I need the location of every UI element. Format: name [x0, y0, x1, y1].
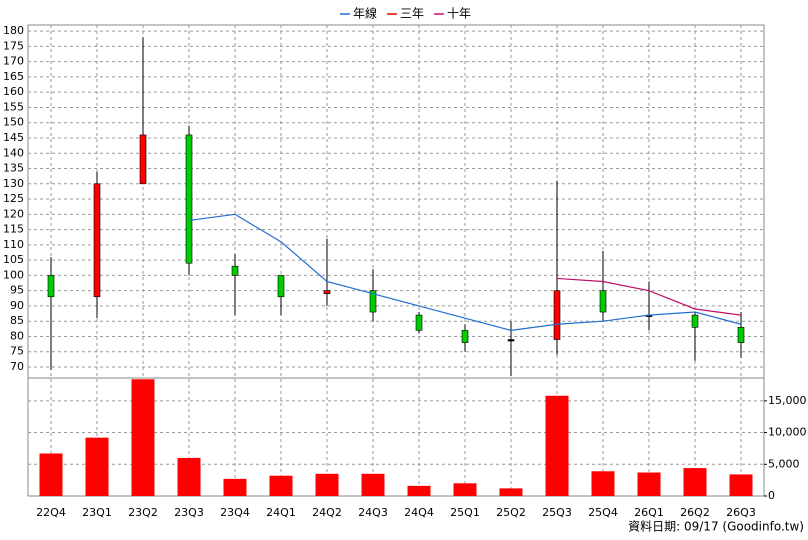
x-tick-label: 25Q4: [588, 506, 618, 519]
y-tick-label: 70: [10, 360, 24, 373]
y-tick-label: 145: [3, 131, 24, 144]
y-tick-label: 175: [3, 39, 24, 52]
volume-bar: [545, 395, 569, 496]
x-tick-label: 23Q1: [82, 506, 112, 519]
x-tick-label: 25Q3: [542, 506, 572, 519]
candle-body: [737, 327, 745, 343]
candle-body: [93, 183, 101, 298]
y-tick-label: 165: [3, 70, 24, 83]
y-tick-label: 75: [10, 345, 24, 358]
x-tick-label: 23Q4: [220, 506, 250, 519]
x-tick-label: 23Q2: [128, 506, 158, 519]
ma-line: [188, 213, 742, 331]
y-tick-label: 85: [10, 314, 24, 327]
y2-tick-label: 15,000: [768, 394, 807, 407]
y-tick-label: 140: [3, 146, 24, 159]
y2-tick-label: 0: [768, 489, 775, 502]
legend-label: 十年: [447, 7, 471, 21]
volume-bar: [683, 468, 707, 496]
y-tick-label: 180: [3, 24, 24, 37]
volume-bar: [269, 475, 293, 496]
candle-body: [323, 290, 331, 295]
y-tick-label: 100: [3, 268, 24, 281]
y-tick-label: 125: [3, 192, 24, 205]
candle-body: [507, 339, 515, 342]
volume-bar: [361, 473, 385, 496]
y-tick-label: 95: [10, 284, 24, 297]
x-tick-label: 26Q2: [680, 506, 710, 519]
x-tick-label: 25Q2: [496, 506, 526, 519]
y-tick-label: 155: [3, 100, 24, 113]
volume-bar: [591, 471, 615, 496]
legend-label: 三年: [400, 7, 424, 21]
y-tick-label: 150: [3, 116, 24, 129]
candle-body: [461, 330, 469, 343]
x-tick-label: 22Q4: [36, 506, 66, 519]
source-note: 資料日期: 09/17 (Goodinfo.tw): [628, 520, 804, 534]
candle-body: [185, 134, 193, 264]
candle-body: [415, 314, 423, 331]
y-tick-label: 120: [3, 207, 24, 220]
x-tick-label: 24Q2: [312, 506, 342, 519]
volume-bar: [85, 437, 109, 496]
y-tick-label: 110: [3, 238, 24, 251]
volume-bar: [39, 453, 63, 496]
volume-bar: [177, 457, 201, 496]
y-tick-label: 80: [10, 329, 24, 342]
x-tick-label: 24Q1: [266, 506, 296, 519]
volume-bar: [729, 474, 753, 496]
legend-label: 年線: [353, 6, 377, 21]
volume-bar: [223, 478, 247, 496]
volume-bar: [453, 483, 477, 496]
candle-body: [47, 275, 55, 298]
candle-body: [277, 275, 285, 298]
candle-body: [553, 290, 561, 340]
volume-bar: [131, 379, 155, 496]
candle-body: [599, 290, 607, 313]
volume-bar: [407, 485, 431, 496]
y-tick-label: 115: [3, 223, 24, 236]
volume-bar: [315, 473, 339, 496]
volume-bar: [499, 488, 523, 496]
x-tick-label: 25Q1: [450, 506, 480, 519]
x-tick-label: 24Q4: [404, 506, 434, 519]
x-tick-label: 26Q3: [726, 506, 756, 519]
y2-tick-label: 10,000: [768, 426, 807, 439]
y-tick-label: 160: [3, 85, 24, 98]
y2-tick-label: 5,000: [768, 457, 800, 470]
y-tick-label: 90: [10, 299, 24, 312]
x-tick-label: 26Q1: [634, 506, 664, 519]
candle-body: [231, 265, 239, 276]
y-tick-label: 105: [3, 253, 24, 266]
candle-body: [369, 290, 377, 313]
volume-bar: [637, 472, 661, 496]
y-tick-label: 130: [3, 177, 24, 190]
candle-body: [691, 314, 699, 328]
y-tick-label: 170: [3, 55, 24, 68]
candle-body: [139, 134, 147, 185]
x-tick-label: 24Q3: [358, 506, 388, 519]
ma-line: [556, 277, 742, 316]
x-tick-label: 23Q3: [174, 506, 204, 519]
y-tick-label: 135: [3, 162, 24, 175]
